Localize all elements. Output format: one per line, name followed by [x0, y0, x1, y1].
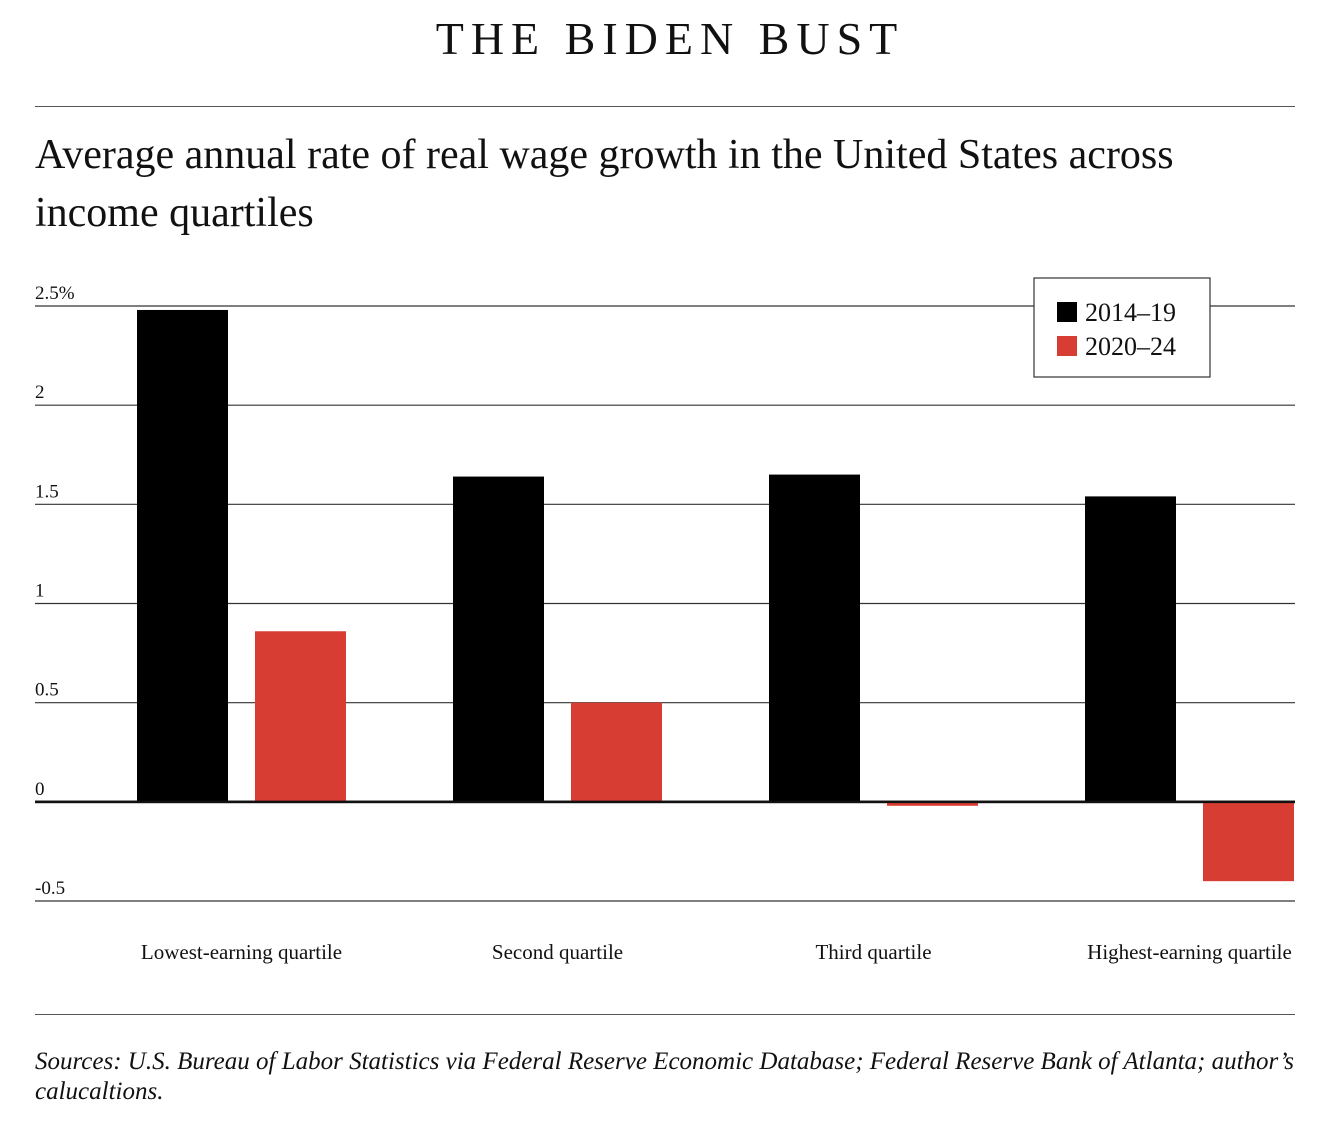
legend-box	[1033, 277, 1211, 378]
legend-swatch	[1057, 336, 1077, 356]
top-divider	[35, 106, 1295, 107]
y-tick-label: 0	[35, 779, 45, 800]
source-note: Sources: U.S. Bureau of Labor Statistics…	[35, 1048, 1295, 1105]
y-tick-label: -0.5	[35, 878, 65, 899]
bar-series2-4	[1203, 801, 1294, 882]
bottom-divider	[35, 1014, 1295, 1015]
bar-series1-2	[453, 476, 544, 802]
y-tick-label: 2.5%	[35, 283, 75, 304]
bar-series1-4	[1085, 496, 1176, 802]
x-category-label: Lowest-earning quartile	[141, 940, 342, 964]
bar-series2-3	[887, 801, 978, 806]
y-tick-label: 2	[35, 382, 45, 403]
y-tick-label: 0.5	[35, 680, 59, 701]
y-tick-label: 1.5	[35, 481, 59, 502]
legend-label: 2014–19	[1085, 298, 1176, 327]
chart-headline: THE BIDEN BUST	[435, 13, 905, 64]
y-tick-label: 1	[35, 581, 45, 602]
bar-series2-1	[255, 631, 346, 802]
chart-subtitle: Average annual rate of real wage growth …	[35, 132, 1174, 236]
legend-swatch	[1057, 302, 1077, 322]
x-axis-category-labels: Lowest-earning quartile Second quartile Th…	[141, 940, 1292, 964]
bars	[137, 309, 1294, 882]
bar-series1-1	[137, 309, 228, 802]
legend-label: 2020–24	[1085, 332, 1176, 361]
bar-series1-3	[769, 474, 860, 802]
y-axis-tick-labels: 2.5% 2 1.5 1 0.5 0 -0.5	[35, 283, 75, 899]
bar-series2-2	[571, 702, 662, 802]
x-category-label: Highest-earning quartile	[1087, 940, 1292, 964]
x-category-label: Second quartile	[492, 940, 623, 964]
x-category-label: Third quartile	[815, 940, 931, 964]
legend: 2014–19 2020–24	[1033, 277, 1211, 378]
